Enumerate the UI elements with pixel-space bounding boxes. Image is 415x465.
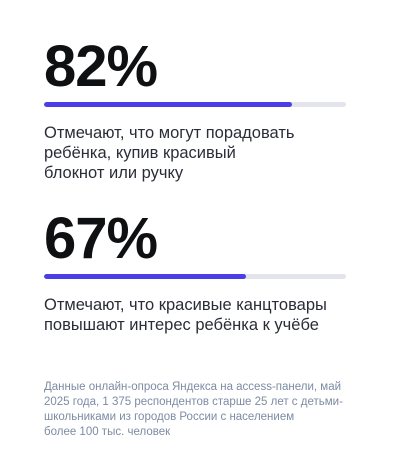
- source-footnote: Данные онлайн-опроса Яндекса на access-п…: [44, 381, 343, 438]
- progress-bar: [44, 102, 346, 107]
- stat-value: 67%: [44, 206, 158, 271]
- stat-block-1: 82% Отмечают, что могут порадовать ребён…: [44, 36, 374, 183]
- stat-caption: Отмечают, что красивые канцтовары повыша…: [44, 296, 327, 334]
- progress-bar-fill: [44, 102, 292, 107]
- progress-bar-fill: [44, 274, 247, 279]
- stat-value: 82%: [44, 34, 158, 99]
- stat-block-2: 67% Отмечают, что красивые канцтовары по…: [44, 208, 374, 335]
- progress-bar: [44, 274, 346, 279]
- stat-caption: Отмечают, что могут порадовать ребёнка, …: [44, 124, 295, 182]
